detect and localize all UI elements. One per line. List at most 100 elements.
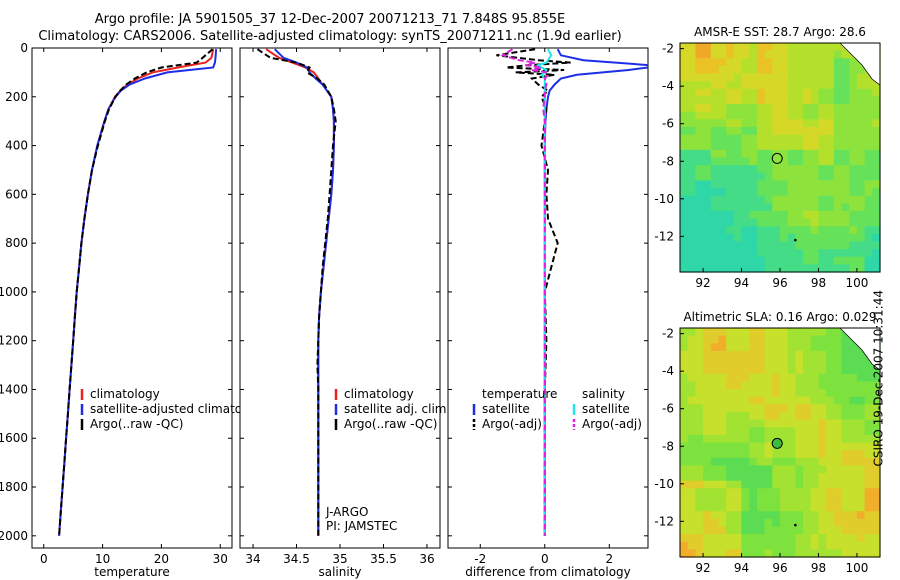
map-cell bbox=[695, 373, 704, 383]
map-cell bbox=[849, 142, 858, 151]
map-cell bbox=[680, 427, 689, 436]
map-cell bbox=[733, 165, 743, 174]
map-cell bbox=[841, 389, 850, 398]
map-cell bbox=[856, 396, 866, 405]
map-cell bbox=[841, 241, 850, 250]
map-cell bbox=[849, 264, 858, 273]
map-cell bbox=[810, 149, 820, 159]
map-cell bbox=[810, 88, 820, 98]
map-cell bbox=[703, 511, 712, 520]
map-cell bbox=[803, 134, 812, 143]
map-cell bbox=[741, 511, 750, 520]
map-cell bbox=[741, 465, 750, 474]
map-cell bbox=[680, 172, 689, 181]
map-cell bbox=[795, 142, 804, 151]
map-cell bbox=[787, 473, 796, 482]
map-cell bbox=[841, 419, 850, 428]
map-cell bbox=[787, 518, 796, 528]
map-cell bbox=[780, 366, 789, 375]
map-cell bbox=[780, 142, 789, 151]
map-cell bbox=[780, 119, 789, 128]
map-cell bbox=[726, 358, 735, 367]
map-cell bbox=[764, 480, 773, 489]
map-cell bbox=[841, 480, 850, 489]
map-cell bbox=[680, 434, 689, 444]
map-cell bbox=[818, 50, 827, 59]
map-cell bbox=[718, 419, 727, 428]
map-cell bbox=[803, 264, 812, 273]
map-cell bbox=[849, 427, 858, 436]
figure-title-line2: Climatology: CARS2006. Satellite-adjuste… bbox=[38, 29, 622, 44]
map-cell bbox=[764, 226, 773, 235]
map-cell bbox=[756, 419, 766, 428]
map-cell bbox=[810, 180, 820, 189]
map-cell bbox=[841, 249, 850, 258]
map-cell bbox=[826, 149, 835, 159]
map-cell bbox=[726, 142, 735, 151]
map-cell bbox=[756, 488, 766, 497]
map-cell bbox=[864, 427, 873, 436]
map-cell bbox=[872, 465, 881, 474]
map-cell bbox=[803, 373, 812, 383]
map-cell bbox=[733, 43, 743, 52]
map-cell bbox=[710, 526, 720, 535]
map-cell bbox=[795, 541, 804, 550]
map-cell bbox=[756, 480, 766, 489]
series-line bbox=[58, 48, 214, 536]
map-cell bbox=[749, 335, 758, 344]
map-cell bbox=[872, 389, 881, 398]
map-cell bbox=[695, 81, 704, 90]
map-cell bbox=[787, 256, 796, 265]
map-cell bbox=[718, 404, 727, 413]
map-cell bbox=[718, 427, 727, 436]
legend-label: satellite adj. clim. bbox=[344, 402, 450, 416]
map-cell bbox=[787, 104, 796, 113]
map-cell bbox=[780, 381, 789, 390]
argo-position-marker bbox=[771, 437, 783, 449]
map-cell bbox=[872, 534, 881, 543]
map-cell bbox=[756, 434, 766, 444]
map-cell bbox=[756, 111, 766, 120]
map-cell bbox=[772, 188, 781, 197]
map-cell bbox=[795, 226, 804, 235]
map-cell bbox=[833, 518, 843, 528]
map-cell bbox=[703, 58, 712, 67]
map-cell bbox=[749, 65, 758, 75]
map-cell bbox=[695, 149, 704, 159]
map-cell bbox=[741, 88, 750, 98]
map-cell bbox=[726, 203, 735, 212]
map-cell bbox=[718, 503, 727, 512]
map-cell bbox=[687, 65, 696, 75]
map-cell bbox=[795, 81, 804, 90]
map-cell bbox=[764, 195, 773, 204]
map-cell bbox=[841, 465, 850, 474]
map-cell bbox=[787, 50, 796, 59]
map-cell bbox=[849, 373, 858, 383]
map-cell bbox=[726, 65, 735, 75]
map-cell bbox=[803, 88, 812, 98]
map-cell bbox=[718, 65, 727, 75]
map-cell bbox=[841, 373, 850, 383]
map-cell bbox=[703, 442, 712, 451]
map-cell bbox=[718, 526, 727, 535]
map-cell bbox=[687, 350, 696, 360]
map-cell bbox=[841, 188, 850, 197]
map-cell bbox=[787, 411, 796, 421]
map-cell bbox=[726, 249, 735, 258]
map-cell bbox=[810, 526, 820, 535]
map-cell bbox=[787, 73, 796, 82]
map-cell bbox=[680, 157, 689, 166]
map-cell bbox=[833, 549, 843, 558]
map-cell bbox=[710, 134, 720, 143]
map-cell bbox=[741, 203, 750, 212]
map-cell bbox=[733, 534, 743, 543]
map-cell bbox=[810, 203, 820, 212]
map-cell bbox=[756, 411, 766, 421]
map-cell bbox=[764, 534, 773, 543]
map-cell bbox=[780, 373, 789, 383]
map-cell bbox=[856, 203, 866, 212]
map-cell bbox=[703, 96, 712, 105]
map-cell bbox=[856, 126, 866, 136]
map-cell bbox=[810, 411, 820, 421]
map-cell bbox=[695, 381, 704, 390]
